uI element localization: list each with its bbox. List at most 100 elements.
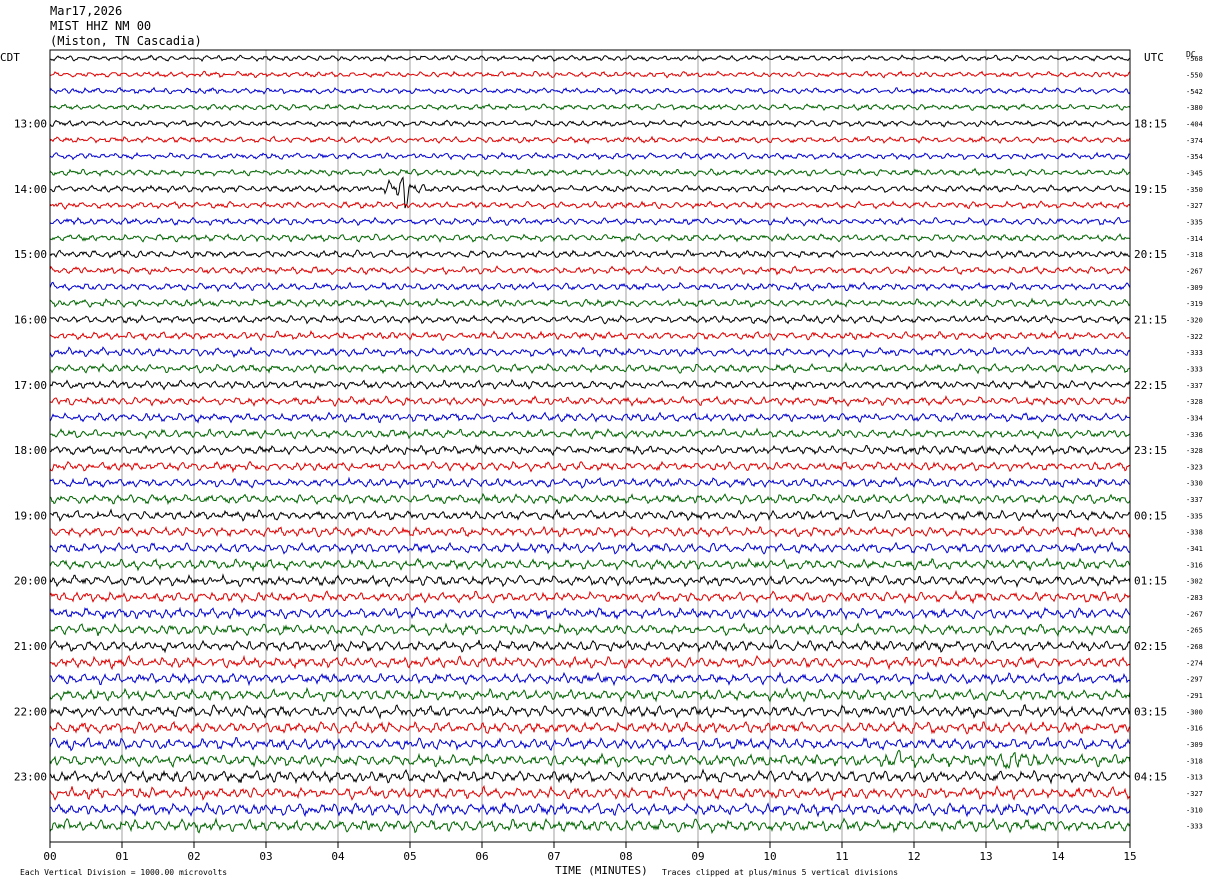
x-tick-label: 08 [619,850,632,863]
dc-offset-label: -542 [1186,88,1203,96]
cdt-label: CDT [0,51,20,64]
trace-line [49,622,1131,638]
station-label: MIST HHZ NM 00 [50,19,152,33]
cdt-hour-label: 22:00 [14,705,47,718]
footer-scale-note: Each Vertical Division = 1000.00 microvo… [20,868,227,877]
x-tick-label: 00 [43,850,56,863]
dc-offset-label: -330 [1186,480,1203,488]
date-label: Mar17,2026 [50,4,123,18]
trace-line [49,135,1131,145]
cdt-hour-label: 21:00 [14,640,47,653]
dc-offset-label: -333 [1186,349,1203,357]
trace-line [49,394,1131,407]
cdt-hour-label: 23:00 [14,771,47,784]
x-tick-label: 10 [763,850,776,863]
dc-offset-label: -404 [1186,120,1203,128]
dc-offset-label: -323 [1186,463,1203,471]
trace-line [49,768,1131,785]
trace-line [49,427,1131,440]
trace-line [50,54,1131,63]
dc-offset-label: -283 [1186,594,1203,602]
x-tick-label: 15 [1123,850,1136,863]
trace-line [49,589,1131,605]
trace-line [49,119,1131,128]
cdt-hour-label: 13:00 [14,117,47,130]
dc-offset-label: -309 [1186,284,1203,292]
x-tick-label: 06 [475,850,488,863]
trace-line [49,281,1131,293]
utc-hour-label: 20:15 [1134,248,1167,261]
trace-line [49,654,1131,671]
dc-offset-label: -291 [1186,692,1203,700]
trace-line [49,704,1131,720]
trace-line [49,103,1131,112]
dc-offset-label: -265 [1186,627,1203,635]
x-tick-label: 11 [835,850,848,863]
trace-line [49,720,1131,736]
trace-line [49,508,1131,523]
utc-hour-label: 03:15 [1134,705,1167,718]
utc-hour-label: 04:15 [1134,771,1167,784]
dc-offset-label: -333 [1186,365,1203,373]
trace-line [49,361,1131,375]
utc-hour-label: 23:15 [1134,444,1167,457]
utc-hour-label: 19:15 [1134,183,1167,196]
dc-offset-label: -328 [1186,447,1203,455]
dc-offset-label: -334 [1186,414,1203,422]
trace-line [49,265,1131,276]
dc-offset-label: -319 [1186,300,1203,308]
dc-offset-label: -267 [1186,267,1203,275]
trace-line [49,249,1131,260]
trace-line [49,686,1131,703]
trace-group [49,54,1131,835]
dc-offset-label: -328 [1186,398,1203,406]
trace-line [49,233,1131,244]
dc-offset-label: -333 [1186,823,1203,831]
dc-offset-label: -568 [1186,55,1203,63]
trace-line [49,476,1131,489]
dc-offset-label: -316 [1186,725,1203,733]
trace-line [49,460,1130,474]
dc-offset-label: -335 [1186,218,1203,226]
cdt-hour-label: 19:00 [14,509,47,522]
location-label: (Miston, TN Cascadia) [50,34,202,48]
x-tick-label: 01 [115,850,128,863]
cdt-hour-label: 14:00 [14,183,47,196]
trace-line [49,411,1131,424]
x-tick-label: 13 [979,850,992,863]
trace-line [49,378,1131,391]
grid-lines [121,50,1059,842]
utc-hour-label: 21:15 [1134,313,1167,326]
x-tick-label: 09 [691,850,704,863]
cdt-hour-label: 15:00 [14,248,47,261]
utc-hour-label: 00:15 [1134,509,1167,522]
utc-hour-label: 18:15 [1134,117,1167,130]
dc-offset-label: -337 [1186,382,1203,390]
x-tick-label: 02 [187,850,200,863]
trace-line [50,314,1131,325]
dc-offset-label: -318 [1186,757,1203,765]
trace-line [49,525,1131,539]
dc-offset-label: -327 [1186,790,1203,798]
dc-offset-label: -320 [1186,316,1203,324]
utc-hour-label: 02:15 [1134,640,1167,653]
utc-hour-label: 22:15 [1134,379,1167,392]
trace-line [49,167,1131,178]
trace-line [49,443,1131,457]
dc-offset-label: -318 [1186,251,1203,259]
dc-offset-label: -300 [1186,708,1203,716]
x-tick-label: 05 [403,850,416,863]
trace-line [49,541,1131,555]
cdt-hour-label: 18:00 [14,444,47,457]
dc-offset-label: -302 [1186,578,1203,586]
trace-line [49,671,1131,687]
dc-offset-label: -550 [1186,71,1203,79]
trace-line [49,176,1131,209]
trace-line [49,639,1131,654]
footer-clip-note: Traces clipped at plus/minus 5 vertical … [662,868,898,877]
dc-offset-label: -322 [1186,333,1203,341]
dc-offset-label: -297 [1186,676,1203,684]
cdt-hour-label: 20:00 [14,575,47,588]
dc-offset-label: -316 [1186,561,1203,569]
